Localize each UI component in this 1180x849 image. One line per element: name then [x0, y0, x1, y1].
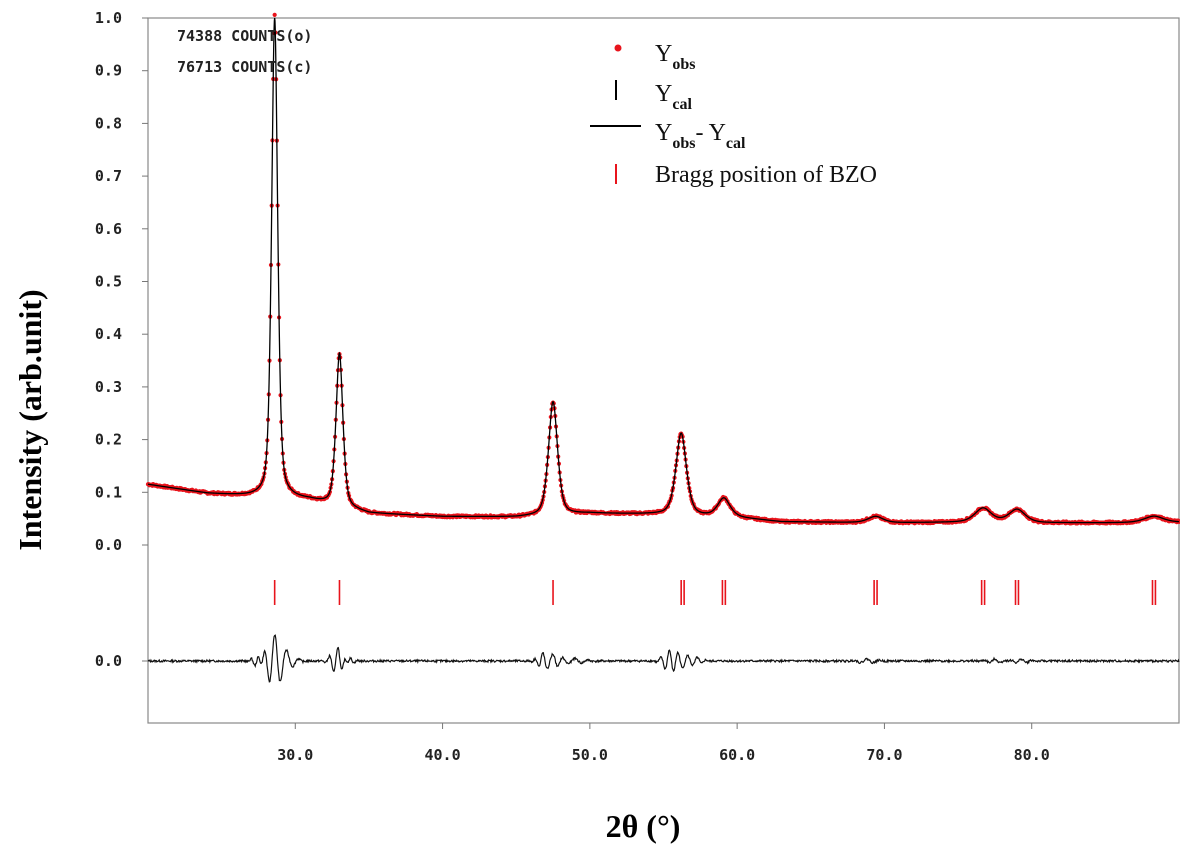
legend-label-yobs: Yobs — [655, 41, 695, 73]
legend-label-difference: Yobs- Ycal — [655, 120, 746, 152]
difference-curve — [147, 634, 1180, 683]
y-tick-label: 0.8 — [95, 114, 122, 132]
y-tick-label: 0.4 — [95, 325, 122, 343]
counts-observed: 74388 COUNTS(o) — [177, 27, 312, 45]
legend: Yobs Ycal Yobs- Ycal Bragg position of B… — [590, 41, 877, 188]
y-tick-label: 0.5 — [95, 273, 122, 291]
legend-marker-yobs — [614, 44, 622, 52]
y-tick-label: 0.6 — [95, 220, 122, 238]
y-tick-label: 1.0 — [95, 9, 122, 27]
x-tick-label: 60.0 — [719, 746, 755, 764]
diff-tick-label: 0.0 — [95, 652, 122, 670]
y-tick-label: 0.0 — [95, 536, 122, 554]
y-tick-label: 0.3 — [95, 378, 122, 396]
x-tick-label: 70.0 — [866, 746, 902, 764]
y-tick-label: 0.7 — [95, 167, 122, 185]
legend-label-bragg: Bragg position of BZO — [655, 162, 877, 188]
difference-axis: 0.0 — [95, 652, 148, 670]
bragg-position-ticks — [273, 580, 1157, 605]
calculated-curve — [147, 17, 1180, 524]
x-tick-label: 80.0 — [1014, 746, 1050, 764]
x-axis-ticks: 30.0 40.0 50.0 60.0 70.0 80.0 — [277, 723, 1050, 764]
y-axis-ticks: 0.0 0.1 0.2 0.3 0.4 0.5 0.6 0.7 0.8 0.9 1.0 — [95, 9, 148, 554]
y-tick-label: 0.9 — [95, 62, 122, 80]
plot-frame — [147, 17, 1180, 724]
observed-point — [272, 12, 277, 17]
y-tick-label: 0.2 — [95, 431, 122, 449]
legend-label-ycal: Ycal — [655, 81, 692, 113]
x-tick-label: 50.0 — [572, 746, 608, 764]
y-axis-label: Intensity (arb.unit) — [12, 289, 48, 550]
x-tick-label: 40.0 — [425, 746, 461, 764]
x-axis-label: 2θ (°) — [606, 808, 681, 844]
counts-calculated: 76713 COUNTS(c) — [177, 58, 312, 76]
x-tick-label: 30.0 — [277, 746, 313, 764]
y-tick-label: 0.1 — [95, 483, 122, 501]
